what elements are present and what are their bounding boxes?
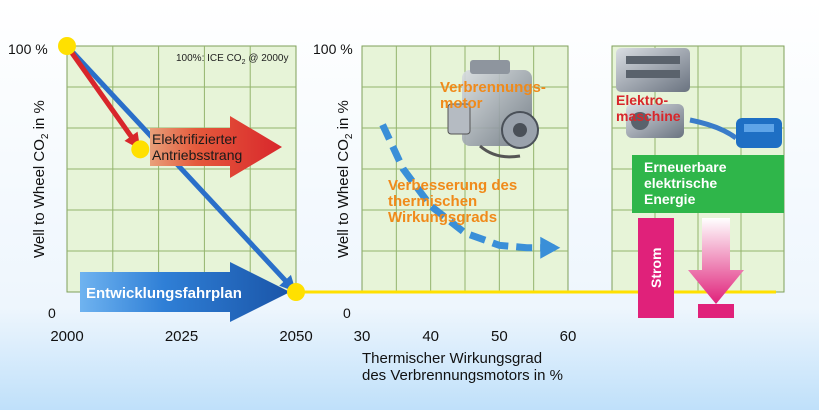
pink-down-arrow [688,218,744,318]
left-x-ticks: 2000 2025 2050 [50,328,312,345]
improvement-label-line2: thermischen [388,193,477,210]
electrified-arrow-label-line2: Antriebsstrang [152,147,242,163]
middle-x-tick-label: 40 [422,328,439,345]
strom-label: Strom [648,248,664,288]
left-y-bottom-label: 0 [48,305,56,321]
left-series-line-1 [64,44,143,151]
left-markers [58,37,305,301]
left-marker-2 [287,283,305,301]
middle-y-top-label: 100 % [313,41,353,57]
engine-label-line1: Verbrennungs- [440,79,546,96]
middle-y-bottom-label: 0 [343,305,351,321]
roadmap-arrow-label: Entwicklungsfahrplan [86,285,242,302]
green-box-line2: elektrische [644,175,717,191]
left-x-tick-label: 2025 [165,328,198,345]
roadmap-arrow: Entwicklungsfahrplan [80,262,290,322]
left-x-tick-label: 2000 [50,328,83,345]
left-marker-0 [58,37,76,55]
middle-x-ticks: 30 40 50 60 [354,328,577,345]
middle-series-curve-0 [379,123,555,252]
combustion-engine-illustration [447,60,539,159]
engine-label-line2: motor [440,95,483,112]
improvement-label-line1: Verbesserung des [388,177,517,194]
middle-series-group [379,123,561,259]
left-y-top-label: 100 % [8,41,48,57]
middle-x-axis-label-line2: des Verbrennungsmotors in % [362,367,563,384]
left-y-axis-label: Well to Wheel CO2 in % [31,100,51,258]
middle-y-axis-label: Well to Wheel CO2 in % [335,100,355,258]
machine-label-line1: Elektro- [616,92,668,108]
middle-x-axis-label-line1: Thermischer Wirkungsgrad [362,350,542,367]
electric-machine-illustration [616,48,782,148]
strom-bar: Strom [638,218,674,318]
green-box-line1: Erneuerbare [644,159,727,175]
left-x-tick-label: 2050 [279,328,312,345]
left-marker-1 [131,140,150,159]
green-box-line3: Energie [644,191,696,207]
middle-x-tick-label: 50 [491,328,508,345]
middle-series-arrowhead-0 [540,236,561,259]
electrified-arrow: Elektrifizierter Antriebsstrang [150,116,282,178]
machine-label-line2: maschine [616,108,681,124]
improvement-label-line3: Wirkungsgrads [388,209,497,226]
electrified-arrow-label-line1: Elektrifizierter [152,131,237,147]
baseline-note: 100%: ICE CO2 @ 2000y [176,53,288,66]
renewable-energy-box: Erneuerbare elektrische Energie [632,155,784,213]
left-series-line-0 [65,44,298,294]
middle-x-tick-label: 60 [560,328,577,345]
middle-x-tick-label: 30 [354,328,371,345]
